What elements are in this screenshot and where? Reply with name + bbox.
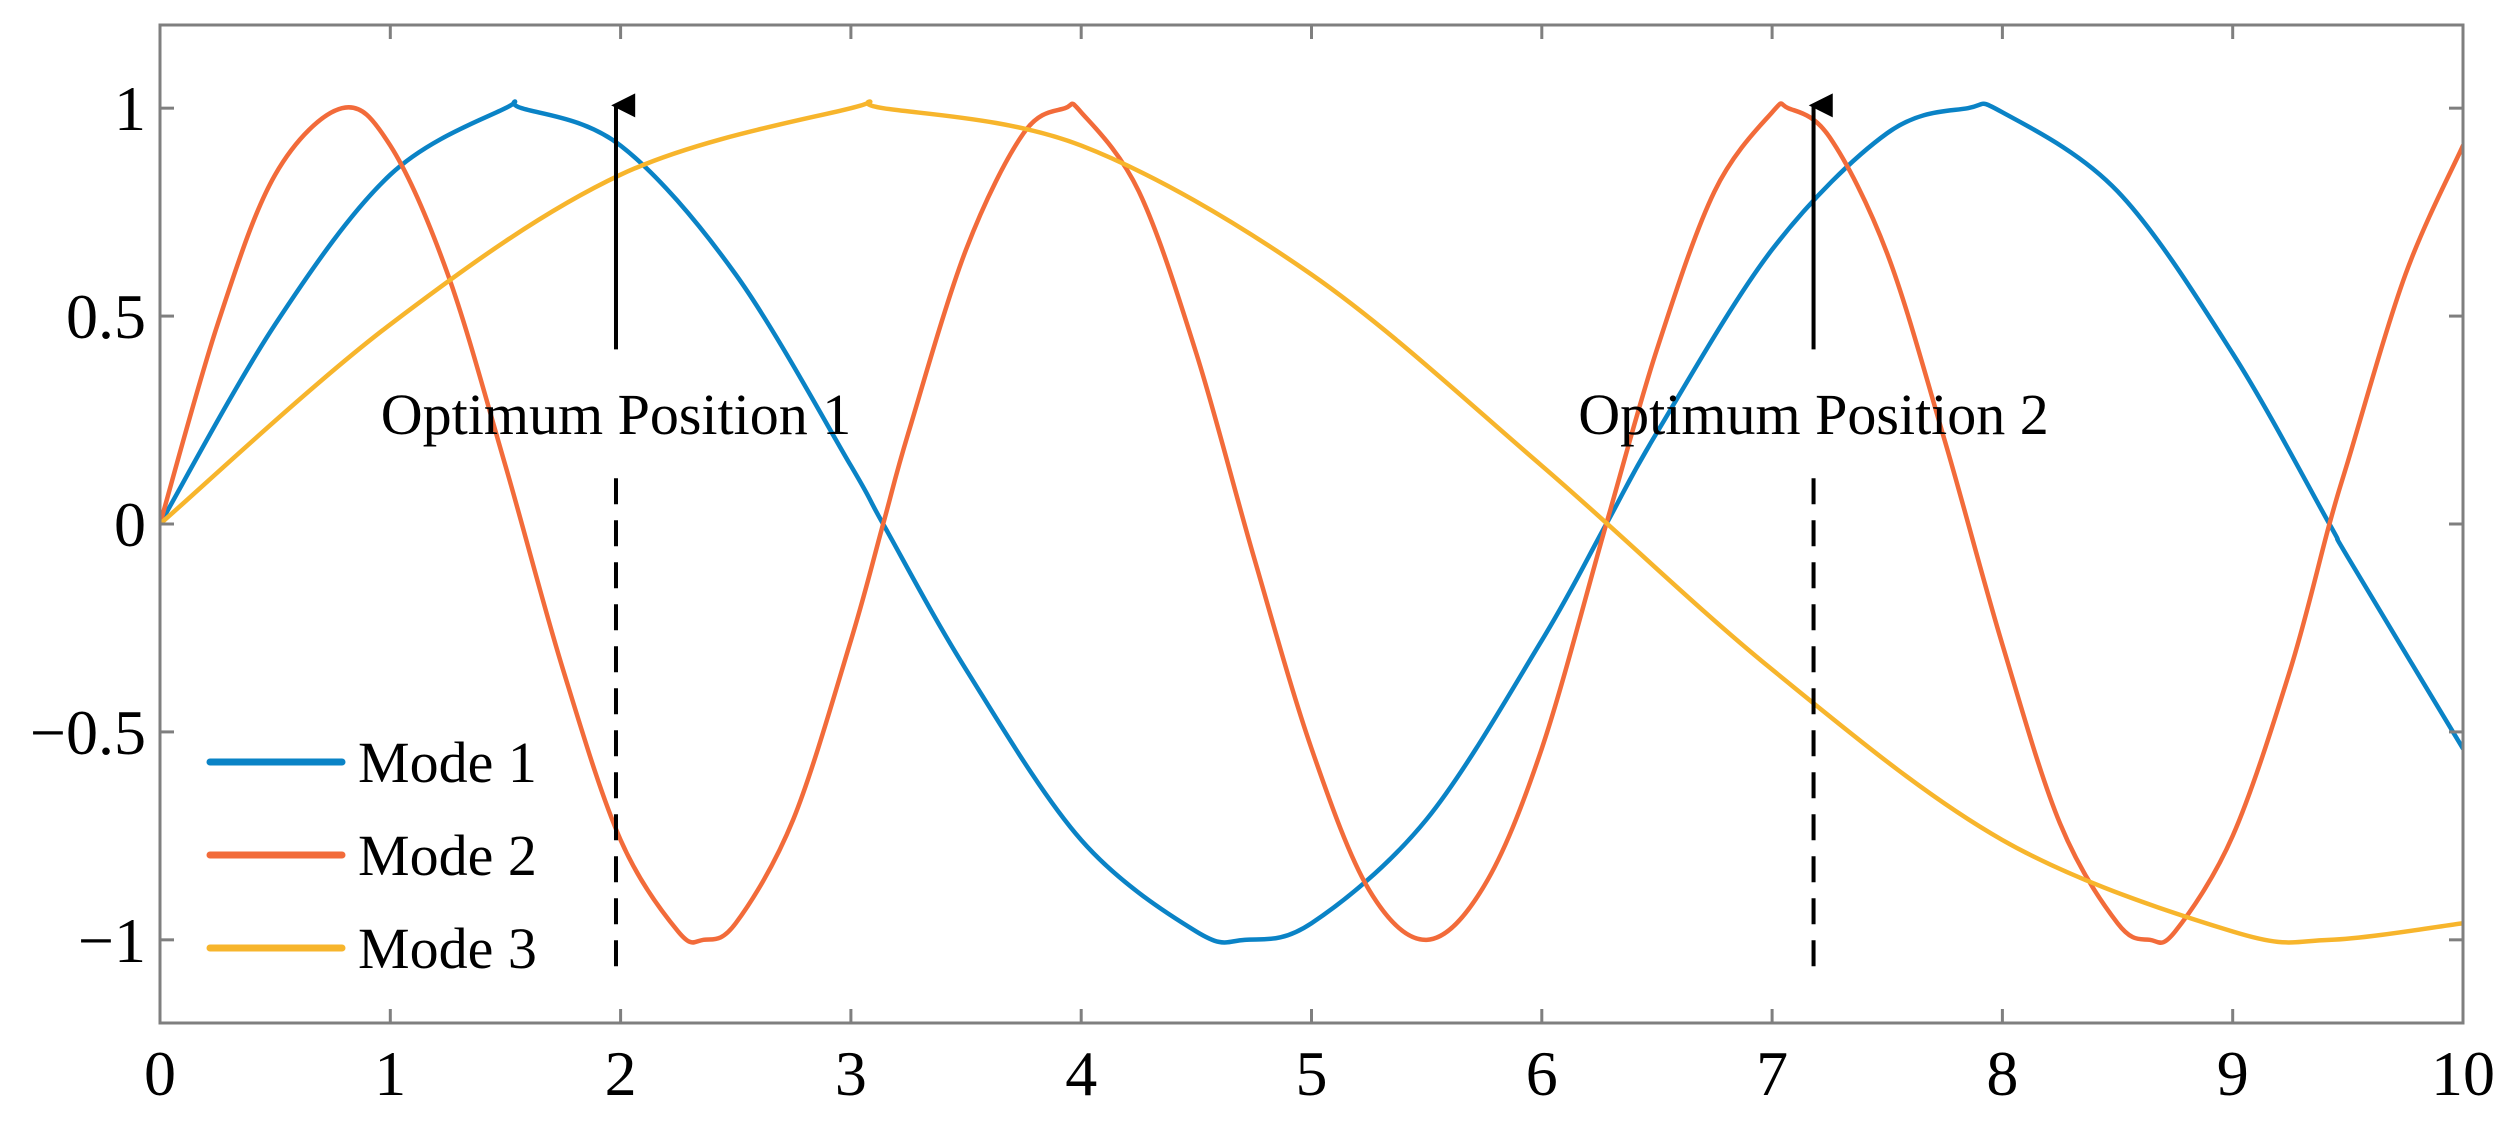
y-tick-label: 0.5 (66, 281, 146, 352)
x-tick-label: 0 (144, 1038, 176, 1109)
x-tick-label: 7 (1756, 1038, 1788, 1109)
x-tick-label: 4 (1065, 1038, 1097, 1109)
legend-label-mode-3: Mode 3 (358, 916, 537, 981)
x-tick-label: 9 (2217, 1038, 2249, 1109)
y-tick-label: −1 (78, 905, 146, 976)
x-tick-label: 5 (1296, 1038, 1328, 1109)
y-tick-label: 0 (114, 489, 146, 560)
plot-area (160, 25, 2463, 1023)
x-tick-label: 10 (2431, 1038, 2495, 1109)
series-line-mode-2 (160, 101, 2463, 945)
x-tick-label: 2 (605, 1038, 637, 1109)
x-tick-label: 6 (1526, 1038, 1558, 1109)
y-tick-label: −0.5 (30, 697, 146, 768)
series-layer (160, 99, 2463, 945)
series-line-mode-1 (160, 99, 2463, 945)
series-line-mode-3 (160, 99, 2463, 945)
x-tick-label: 1 (374, 1038, 406, 1109)
x-tick-label: 3 (835, 1038, 867, 1109)
legend: Mode 1 Mode 2 Mode 3 (206, 730, 537, 981)
optimum-label-1: Optimum Position 1 (381, 382, 852, 447)
tick-layer: 0 1 2 3 4 5 6 7 8 9 10 1 0.5 0 −0.5 −1 (30, 25, 2495, 1109)
annotation-layer: Optimum Position 1 Optimum Position 2 (381, 93, 2049, 969)
y-tick-label: 1 (114, 73, 146, 144)
legend-label-mode-1: Mode 1 (358, 730, 537, 795)
optimum-label-2: Optimum Position 2 (1578, 382, 2049, 447)
x-tick-label: 8 (1986, 1038, 2018, 1109)
legend-label-mode-2: Mode 2 (358, 823, 537, 888)
